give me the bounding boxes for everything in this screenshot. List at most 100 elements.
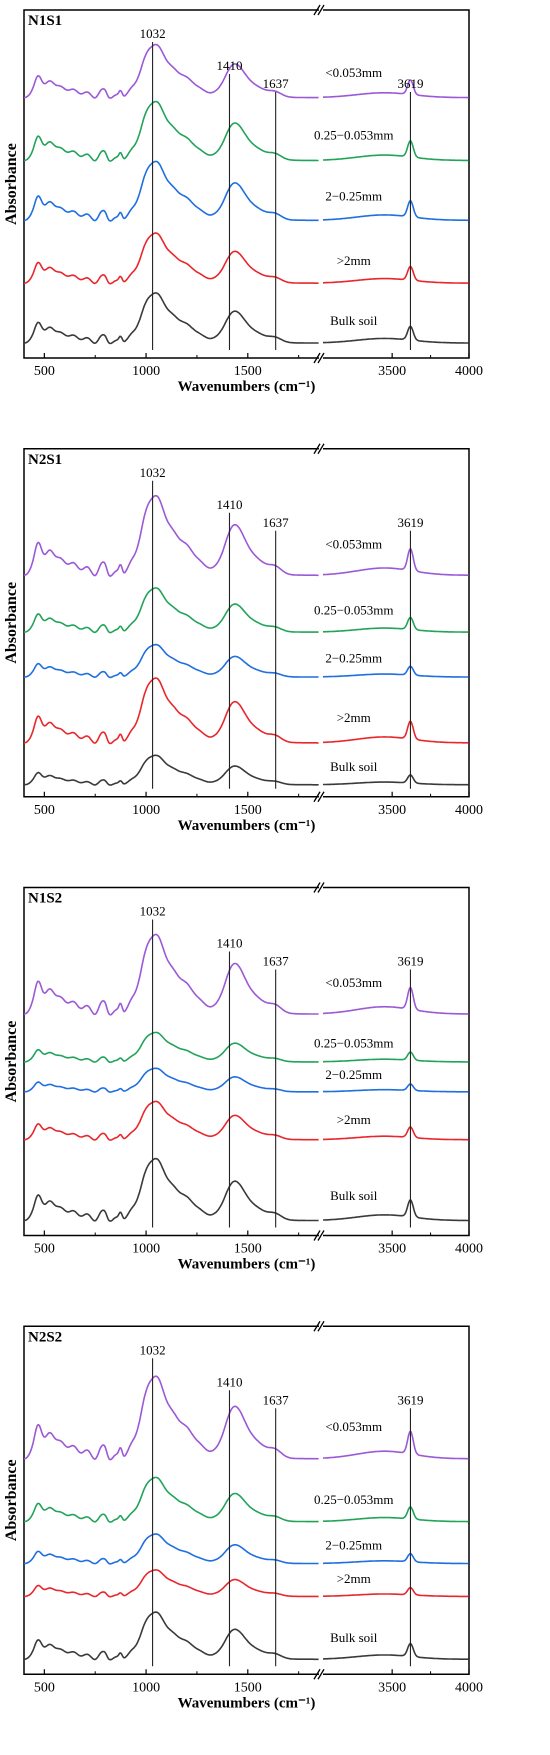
x-axis-label: Wavenumbers (cm⁻¹) xyxy=(178,1257,316,1273)
series-line xyxy=(323,1642,469,1660)
axis-break-mark xyxy=(313,443,321,455)
series-line xyxy=(323,1083,469,1093)
series-label: 0.25−0.053mm xyxy=(314,128,394,143)
axis-break-mark xyxy=(313,4,321,16)
peak-label: 1410 xyxy=(216,936,242,951)
x-tick-label: 1000 xyxy=(132,1680,160,1695)
series-line xyxy=(322,720,469,744)
series-line xyxy=(323,1198,469,1222)
peak-label: 1637 xyxy=(263,76,290,91)
series-line xyxy=(24,933,319,1016)
axis-break-mark xyxy=(317,882,325,893)
axis-break-mark xyxy=(317,1230,325,1241)
peak-label: 1032 xyxy=(140,904,166,919)
series-line xyxy=(24,587,319,634)
series-label: Bulk soil xyxy=(330,313,378,328)
series-label: 2−0.25mm xyxy=(325,1067,382,1082)
y-axis-label: Absorbance xyxy=(3,1459,20,1541)
panel-title: N1S1 xyxy=(28,13,62,29)
series-line xyxy=(24,1100,319,1141)
peak-label: 1410 xyxy=(216,1374,242,1389)
series-line xyxy=(323,1051,469,1063)
series-line xyxy=(322,547,469,576)
series-line xyxy=(323,139,469,162)
x-tick-label: 1500 xyxy=(234,364,262,379)
series-line xyxy=(24,643,319,679)
series-line xyxy=(23,677,319,745)
plot-frame xyxy=(23,9,470,359)
series-line xyxy=(322,199,469,222)
series-label: >2mm xyxy=(337,253,371,268)
peak-label: 1032 xyxy=(140,465,166,480)
series-label: 2−0.25mm xyxy=(325,651,382,666)
series-label: <0.053mm xyxy=(325,1419,382,1434)
series-line xyxy=(323,325,469,344)
series-line xyxy=(24,1157,319,1222)
series-line xyxy=(322,1506,469,1523)
series-line xyxy=(323,1430,469,1460)
series-label: <0.053mm xyxy=(325,536,382,551)
x-axis-label: Wavenumbers (cm⁻¹) xyxy=(178,379,316,395)
chart-panel-n1s2: N1S2 Absorbance 500 1000 1500 3500 4000 Wavenum… xyxy=(3,881,483,1273)
series-label: Bulk soil xyxy=(330,1188,378,1203)
x-tick-label: 3500 xyxy=(378,1242,406,1257)
x-tick-label: 500 xyxy=(34,364,55,379)
series-line xyxy=(23,754,319,786)
x-tick-label: 1500 xyxy=(234,1242,262,1257)
y-axis-label: Absorbance xyxy=(3,1021,20,1103)
axis-break-mark xyxy=(317,1668,325,1680)
series-line xyxy=(23,1611,319,1661)
plot-frame xyxy=(23,448,470,798)
series-label: 0.25−0.053mm xyxy=(314,602,394,617)
peak-label: 3619 xyxy=(397,76,423,91)
series-label: 0.25−0.053mm xyxy=(314,1035,394,1050)
series-line xyxy=(323,265,469,284)
peak-label: 1637 xyxy=(263,1392,290,1407)
series-label: 2−0.25mm xyxy=(325,188,382,203)
peak-label: 1032 xyxy=(140,26,166,41)
chart-panel-n2s2: N2S2 Absorbance 500 1000 1500 3500 4000 Wavenum… xyxy=(3,1320,483,1711)
series-line xyxy=(24,1569,319,1598)
series-line xyxy=(24,1533,319,1565)
peak-label: 1637 xyxy=(263,954,290,969)
chart-panel-n2s1: N2S1 Absorbance 500 1000 1500 3500 4000 Wavenum… xyxy=(3,442,483,834)
series-line xyxy=(24,1476,319,1523)
panel-title: N1S2 xyxy=(28,891,62,907)
x-tick-label: 1500 xyxy=(234,1680,262,1695)
panel-title: N2S1 xyxy=(28,452,62,468)
x-tick-label: 500 xyxy=(34,1242,55,1257)
peak-label: 1410 xyxy=(216,497,242,512)
x-axis-label: Wavenumbers (cm⁻¹) xyxy=(178,818,316,834)
x-tick-label: 3500 xyxy=(378,364,406,379)
series-line xyxy=(24,43,319,99)
axis-break-mark xyxy=(313,352,321,364)
x-tick-label: 1000 xyxy=(132,803,160,818)
series-label: >2mm xyxy=(337,1112,371,1127)
series-line xyxy=(23,100,319,162)
y-axis-label: Absorbance xyxy=(3,143,20,225)
series-line xyxy=(323,1552,469,1565)
series-line xyxy=(323,1126,469,1141)
series-line xyxy=(24,292,319,345)
series-label: <0.053mm xyxy=(325,975,382,990)
y-axis-label: Absorbance xyxy=(3,582,20,664)
x-tick-label: 1500 xyxy=(234,803,262,818)
chart-panel-n1s1: N1S1 Absorbance 500 1000 1500 3500 4000 Wavenum… xyxy=(3,4,483,395)
x-tick-label: 3500 xyxy=(378,803,406,818)
axis-break-mark xyxy=(317,1320,325,1332)
peak-label: 1410 xyxy=(216,58,242,73)
series-line xyxy=(323,986,469,1015)
x-tick-label: 4000 xyxy=(455,1680,483,1695)
series-line xyxy=(24,1375,319,1461)
series-line xyxy=(323,79,469,99)
series-label: Bulk soil xyxy=(330,759,378,774)
axis-break-mark xyxy=(313,1320,321,1332)
series-line xyxy=(323,1586,469,1598)
peak-label: 3619 xyxy=(397,954,423,969)
peak-label: 3619 xyxy=(397,1392,423,1407)
axis-break-mark xyxy=(313,1668,321,1680)
series-line xyxy=(323,665,469,678)
series-label: >2mm xyxy=(337,1571,371,1586)
panel-title: N2S2 xyxy=(28,1329,62,1345)
plot-frame xyxy=(23,1325,470,1675)
